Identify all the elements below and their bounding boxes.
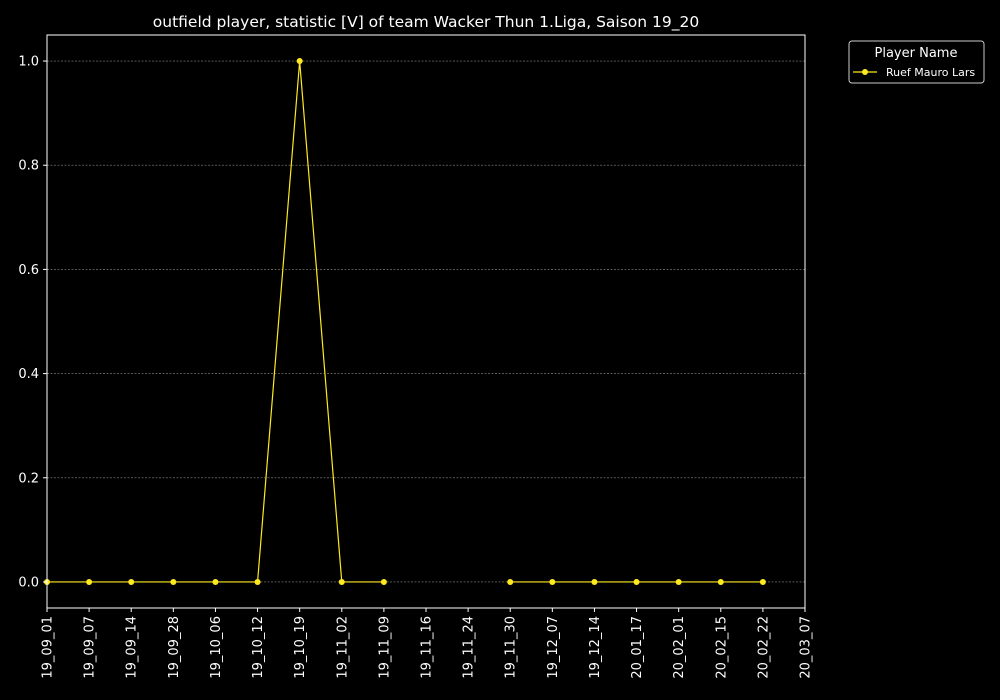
x-axis-ticks: 19_09_01 19_09_07 19_09_14 19_09_28 19_10_06… <box>41 608 814 679</box>
data-point <box>170 578 177 585</box>
x-tick-label: 19_09_07 <box>83 616 98 679</box>
y-tick-label: 0.0 <box>18 575 39 590</box>
x-tick-label: 19_12_14 <box>588 616 603 679</box>
x-tick-label: 19_11_30 <box>504 616 519 679</box>
x-tick-label: 19_10_06 <box>209 616 224 679</box>
y-tick-label: 0.6 <box>18 263 39 278</box>
x-tick-label: 20_02_22 <box>756 616 771 679</box>
data-point <box>717 578 724 585</box>
x-tick-label: 20_02_01 <box>672 616 687 679</box>
x-tick-label: 19_11_02 <box>335 616 350 679</box>
data-point <box>633 578 640 585</box>
x-tick-label: 19_10_12 <box>251 616 266 679</box>
x-tick-label: 19_09_01 <box>41 616 56 679</box>
series-layer <box>44 58 766 585</box>
data-point <box>591 578 598 585</box>
y-tick-label: 0.2 <box>18 471 39 486</box>
legend-series-label: Ruef Mauro Lars <box>886 66 975 79</box>
legend: Player Name Ruef Mauro Lars <box>848 40 985 84</box>
legend-series-marker <box>862 69 868 75</box>
data-point <box>549 578 556 585</box>
x-tick-label: 19_09_14 <box>125 616 140 679</box>
y-tick-label: 1.0 <box>18 55 39 70</box>
x-tick-label: 19_11_09 <box>377 616 392 679</box>
data-point <box>675 578 682 585</box>
x-tick-label: 20_01_17 <box>630 616 645 679</box>
x-tick-label: 19_09_28 <box>167 616 182 679</box>
x-tick-label: 19_11_24 <box>462 616 477 679</box>
data-point <box>86 578 93 585</box>
plot-area-frame <box>46 34 806 609</box>
data-point <box>507 578 514 585</box>
x-tick-label: 20_02_15 <box>714 616 729 679</box>
series-line <box>47 60 384 583</box>
legend-title: Player Name <box>875 46 958 61</box>
y-tick-label: 0.4 <box>18 367 39 382</box>
data-point <box>338 578 345 585</box>
data-point <box>759 578 766 585</box>
data-point <box>380 578 387 585</box>
data-point <box>128 578 135 585</box>
x-tick-label: 19_12_07 <box>546 616 561 679</box>
grid-lines <box>47 60 805 583</box>
legend-box <box>848 40 985 84</box>
data-point <box>212 578 219 585</box>
y-tick-label: 0.8 <box>18 159 39 174</box>
x-tick-label: 20_03_07 <box>799 616 814 679</box>
data-point <box>254 578 261 585</box>
y-axis-ticks: 0.0 0.2 0.4 0.6 0.8 1.0 <box>18 55 47 590</box>
x-tick-label: 19_11_16 <box>420 616 435 679</box>
data-point <box>296 58 303 65</box>
x-tick-label: 19_10_19 <box>293 616 308 679</box>
chart-title: outfield player, statistic [V] of team W… <box>153 13 699 32</box>
